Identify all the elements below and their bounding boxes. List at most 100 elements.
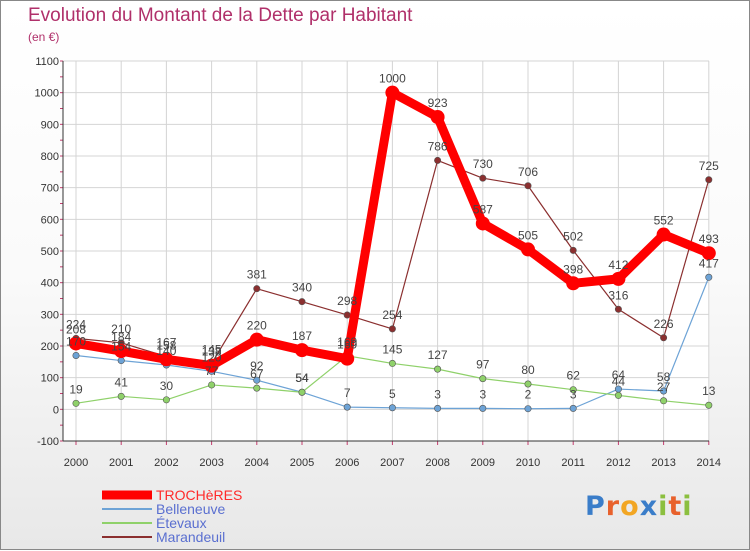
chart-title: Evolution du Montant de la Dette par Hab…: [28, 5, 413, 26]
logo-letter: x: [639, 491, 659, 522]
data-point: [479, 404, 487, 412]
data-label: 552: [654, 214, 674, 228]
data-label: 3: [570, 387, 577, 401]
data-point: [72, 399, 80, 407]
data-label: 505: [518, 228, 538, 242]
y-tick-label: 700: [41, 183, 59, 195]
y-tick-label: 1100: [35, 56, 59, 68]
data-label: 64: [612, 368, 626, 382]
data-label: 170: [66, 335, 86, 349]
data-label: 417: [699, 256, 719, 270]
data-point: [204, 358, 219, 373]
y-tick-label: 500: [41, 246, 59, 258]
data-label: 587: [473, 202, 493, 216]
data-point: [479, 174, 487, 182]
data-point: [614, 391, 622, 399]
data-point: [340, 351, 355, 366]
data-label: 13: [702, 384, 716, 398]
data-label: 80: [521, 363, 535, 377]
x-tick-label: 2012: [606, 457, 630, 469]
data-label: 167: [156, 335, 176, 349]
data-label: 730: [473, 157, 493, 171]
x-tick-label: 2007: [380, 457, 404, 469]
proxiti-logo: Proxiti: [585, 491, 693, 522]
data-point: [434, 404, 442, 412]
data-label: 210: [111, 322, 131, 336]
data-point: [295, 343, 309, 358]
data-label: 786: [428, 139, 448, 153]
x-tick-label: 2010: [516, 457, 540, 469]
data-point: [388, 325, 396, 333]
data-label: 138: [202, 345, 222, 359]
data-point: [69, 336, 83, 351]
x-tick-label: 2004: [245, 457, 269, 469]
data-label: 145: [382, 342, 402, 356]
x-tick-label: 2008: [425, 457, 449, 469]
data-point: [524, 380, 532, 388]
data-label: 208: [66, 322, 86, 336]
x-tick-label: 2003: [199, 457, 223, 469]
y-tick-label: 900: [41, 119, 59, 131]
data-label: 169: [337, 335, 357, 349]
data-point: [660, 387, 668, 395]
data-label: 140: [156, 344, 176, 358]
y-tick-label: 600: [41, 214, 59, 226]
y-tick-label: 300: [41, 309, 59, 321]
data-point: [72, 351, 80, 359]
data-label: 187: [292, 329, 312, 343]
data-label: 54: [295, 371, 309, 385]
y-tick-label: 400: [41, 278, 59, 290]
data-label: 220: [247, 319, 267, 333]
data-point: [388, 404, 396, 412]
data-point: [475, 216, 490, 231]
data-point: [705, 273, 713, 281]
data-label: 97: [476, 358, 490, 372]
data-label: 54: [295, 371, 309, 385]
y-tick-label: 800: [41, 151, 59, 163]
data-point: [660, 397, 668, 405]
data-point: [569, 386, 577, 394]
x-tick-label: 2011: [561, 457, 585, 469]
data-label: 298: [337, 294, 357, 308]
x-tick-label: 2013: [651, 457, 675, 469]
y-tick-label: 200: [41, 341, 59, 353]
data-point: [114, 344, 129, 359]
data-label: 706: [518, 165, 538, 179]
data-point: [343, 403, 351, 411]
data-point: [656, 227, 671, 242]
data-point: [253, 376, 261, 384]
data-label: 3: [479, 387, 486, 401]
data-point: [611, 271, 626, 286]
data-label: 224: [66, 317, 86, 331]
data-point: [253, 384, 261, 392]
data-point: [117, 392, 125, 400]
data-label: 398: [563, 262, 583, 276]
x-tick-label: 2000: [64, 457, 88, 469]
data-point: [569, 246, 577, 254]
data-point: [298, 298, 306, 306]
data-point: [705, 176, 713, 184]
data-label: 412: [608, 258, 628, 272]
logo-letter: P: [585, 491, 606, 522]
data-label: 154: [111, 340, 131, 354]
data-label: 2: [525, 388, 532, 402]
x-tick-label: 2014: [697, 457, 721, 469]
data-label: 77: [205, 364, 219, 378]
data-point: [385, 85, 400, 100]
data-label: 493: [699, 232, 719, 246]
data-label: 62: [567, 369, 581, 383]
data-point: [249, 332, 264, 347]
legend-label: TROCHèRES: [156, 487, 242, 503]
y-tick-label: -100: [37, 436, 59, 448]
data-point: [701, 246, 716, 261]
data-label: 19: [69, 382, 83, 396]
logo-letter: i: [658, 491, 669, 522]
x-tick-label: 2005: [290, 457, 314, 469]
data-label: 27: [657, 380, 671, 394]
data-label: 316: [608, 288, 628, 302]
data-point: [159, 352, 174, 367]
data-point: [569, 404, 577, 412]
data-point: [343, 311, 351, 319]
